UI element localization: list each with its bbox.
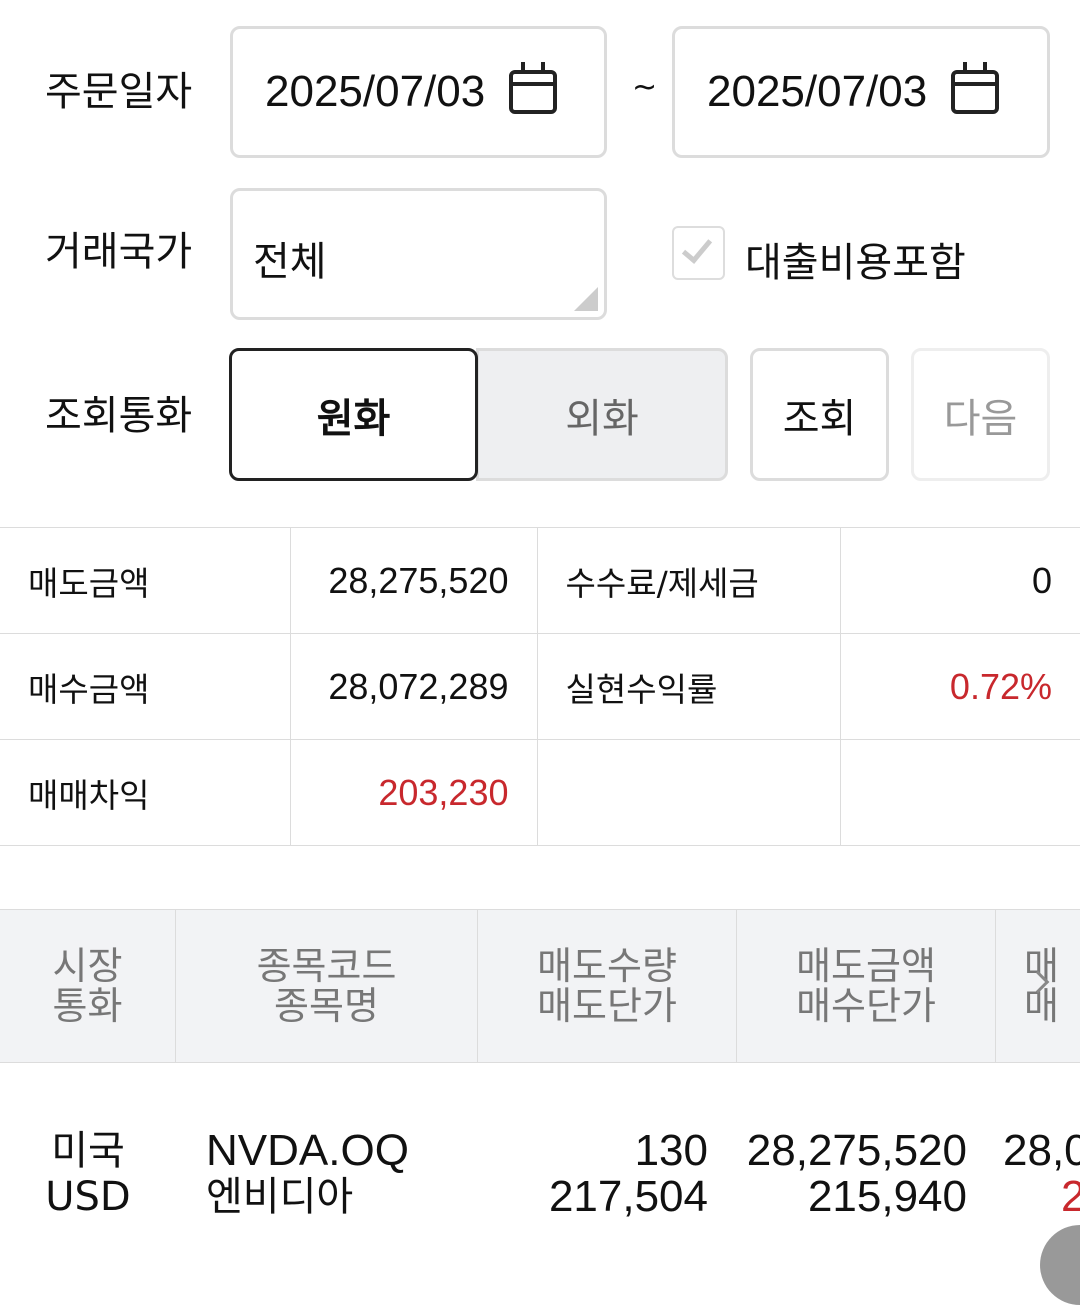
summary-row: 매도금액 28,275,520 수수료/제세금 0 [0, 527, 1080, 634]
sell-amount-label: 매도금액 [0, 527, 291, 634]
check-icon [681, 232, 713, 264]
end-date-field[interactable]: 2025/07/03 [672, 26, 1050, 158]
loan-cost-label: 대출비용포함 [745, 240, 966, 286]
buy-price: 215,940 [807, 1172, 967, 1220]
buy-amount-value: 28,072,289 [289, 633, 538, 740]
header-line: 시장 [52, 944, 123, 988]
header-line: 매 [1024, 944, 1059, 988]
summary-row: 매수금액 28,072,289 실현수익률 0.72% [0, 633, 1080, 740]
return-rate-label: 실현수익률 [536, 633, 841, 740]
partial-value: 28,0 [1003, 1128, 1080, 1175]
stock-code: NVDA.OQ [206, 1128, 409, 1175]
currency-foreign-tab[interactable]: 외화 [476, 348, 728, 481]
header-sell-amount-buy-price[interactable]: 매도금액 매수단가 [737, 909, 996, 1063]
header-line: 종목명 [274, 984, 379, 1028]
currency: USD [45, 1174, 131, 1220]
scroll-handle[interactable] [1040, 1225, 1080, 1305]
currency-krw-tab[interactable]: 원화 [229, 348, 478, 481]
country-label: 거래국가 [45, 229, 193, 275]
country-select[interactable]: 전체 [230, 188, 607, 320]
search-button[interactable]: 조회 [750, 348, 889, 481]
return-rate-value: 0.72% [839, 633, 1080, 740]
currency-label: 조회통화 [45, 393, 193, 439]
calendar-icon[interactable] [509, 62, 558, 114]
header-line: 매도금액 [796, 944, 936, 988]
sell-amount-value: 28,275,520 [289, 527, 538, 634]
summary-table: 매도금액 28,275,520 수수료/제세금 0 매수금액 28,072,28… [0, 527, 1080, 846]
header-line: 매도단가 [537, 984, 677, 1028]
sell-qty: 130 [634, 1128, 708, 1175]
date-separator: ~ [632, 70, 658, 105]
header-line: 매 [1024, 984, 1059, 1028]
header-line: 종목코드 [256, 944, 397, 988]
dropdown-corner-icon [574, 287, 598, 311]
end-date-value: 2025/07/03 [707, 67, 928, 116]
summary-row: 매매차익 203,230 [0, 739, 1080, 846]
country-value: 전체 [253, 239, 327, 285]
empty-cell [536, 739, 841, 846]
loan-cost-checkbox[interactable] [672, 226, 725, 280]
profit-value: 203,230 [289, 739, 538, 846]
stock-name: 엔비디아 [206, 1174, 354, 1220]
calendar-icon[interactable] [951, 62, 1000, 114]
profit-label: 매매차익 [0, 739, 291, 846]
header-line: 매도수량 [537, 944, 677, 988]
sell-amount: 28,275,520 [746, 1128, 967, 1175]
partial-value-red: 2 [1061, 1172, 1080, 1220]
fee-tax-label: 수수료/제세금 [536, 527, 841, 634]
market: 미국 [51, 1128, 125, 1174]
start-date-value: 2025/07/03 [265, 67, 486, 116]
header-code-name[interactable]: 종목코드 종목명 [176, 909, 478, 1063]
sell-price: 217,504 [548, 1172, 708, 1220]
header-market-currency[interactable]: 시장 통화 [0, 909, 176, 1063]
next-button[interactable]: 다음 [911, 348, 1050, 481]
header-sell-qty-price[interactable]: 매도수량 매도단가 [478, 909, 737, 1063]
buy-amount-label: 매수금액 [0, 633, 291, 740]
start-date-field[interactable]: 2025/07/03 [230, 26, 607, 158]
order-date-label: 주문일자 [45, 69, 193, 115]
fee-tax-value: 0 [839, 527, 1080, 634]
empty-cell [839, 739, 1080, 846]
header-line: 통화 [52, 984, 123, 1028]
header-line: 매수단가 [796, 984, 936, 1028]
